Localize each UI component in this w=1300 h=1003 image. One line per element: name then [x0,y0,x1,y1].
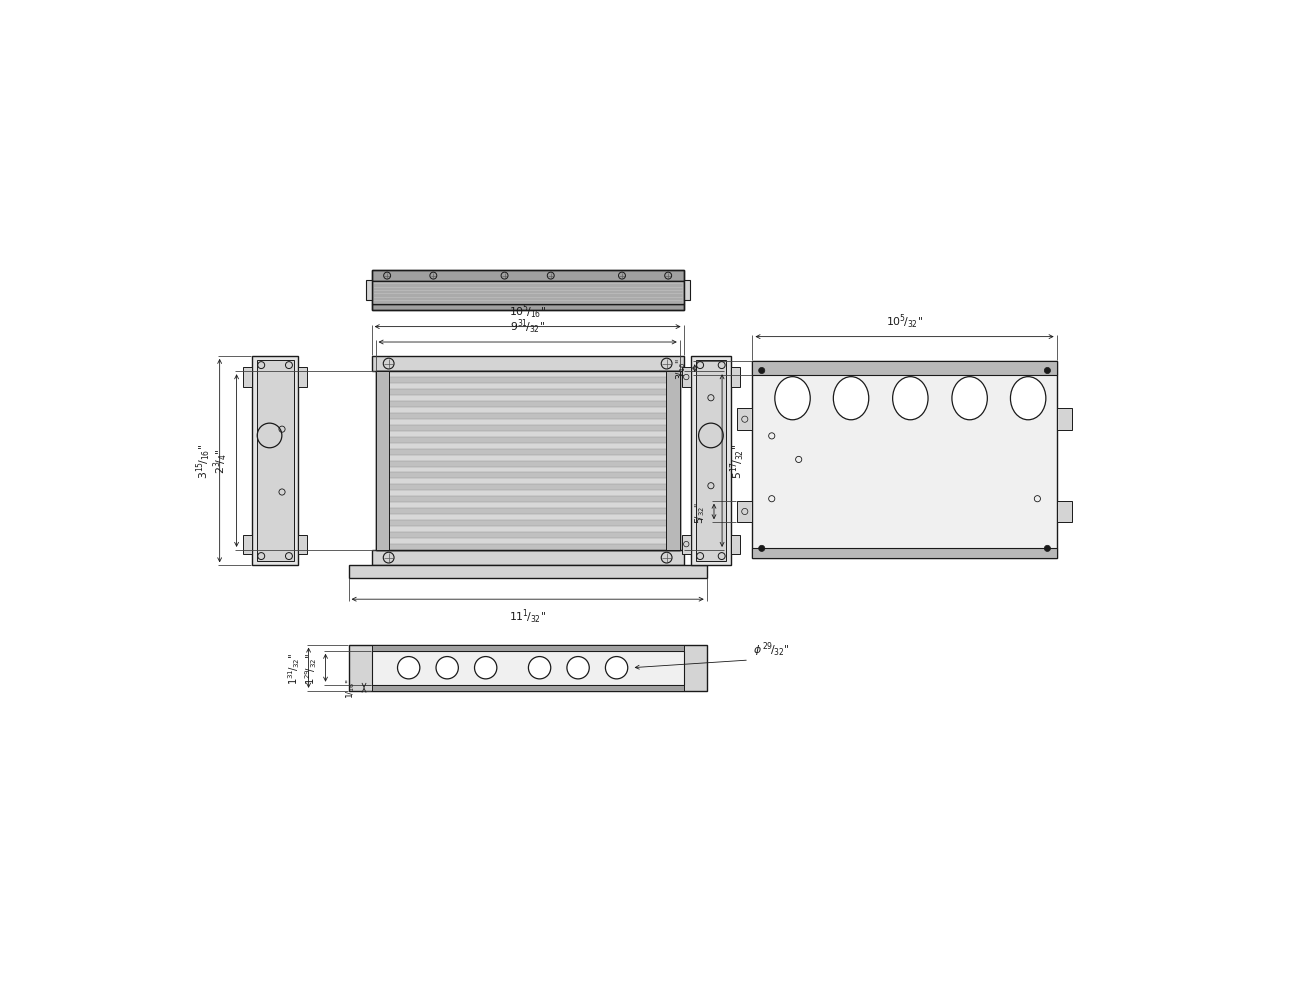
Bar [376,372,680,551]
Bar [376,490,680,496]
Bar [684,281,690,301]
Bar [1057,409,1072,430]
Bar [376,372,680,551]
Bar [376,527,680,533]
Bar [372,651,684,685]
Text: $1\!/_{16}$": $1\!/_{16}$" [344,678,358,698]
Bar [696,361,727,561]
Text: $10^5\!/_{32}$": $10^5\!/_{32}$" [887,312,923,330]
Bar [376,431,680,437]
Circle shape [567,657,589,679]
Bar [376,443,680,449]
Ellipse shape [952,377,987,420]
Bar [298,535,307,555]
Bar [690,356,731,566]
Bar [376,473,680,479]
Bar [372,282,684,304]
Bar [376,484,680,490]
Bar [753,549,1057,558]
Circle shape [1044,368,1050,374]
Bar [376,413,680,419]
Circle shape [759,368,764,374]
Bar [376,539,680,545]
Bar [376,384,680,390]
Bar [681,535,690,555]
Bar [376,496,680,503]
Bar [731,535,740,555]
Ellipse shape [1010,377,1046,420]
Bar [376,419,680,425]
Bar [376,425,680,431]
Bar [376,509,680,515]
Circle shape [398,657,420,679]
Bar [348,566,707,578]
Bar [376,372,680,378]
Text: $5^{17}\!/_{32}$": $5^{17}\!/_{32}$" [729,443,747,478]
Ellipse shape [833,377,868,420]
Text: $11^1\!/_{32}$": $11^1\!/_{32}$" [510,607,546,625]
Bar [376,407,680,413]
Bar [376,372,390,551]
Text: $3\!/_{16}$": $3\!/_{16}$" [673,358,688,380]
Bar [376,467,680,473]
Ellipse shape [775,377,810,420]
Circle shape [759,546,764,552]
Bar [753,362,1057,376]
Bar [243,535,252,555]
Bar [376,545,680,551]
Bar [376,461,680,467]
Circle shape [436,657,459,679]
Text: $10^5\!/_{16}$": $10^5\!/_{16}$" [510,302,546,320]
Text: $1^{31}\!/_{32}$": $1^{31}\!/_{32}$" [286,652,302,684]
Text: $9^{31}\!/_{32}$": $9^{31}\!/_{32}$" [510,317,545,336]
Text: $3^{15}\!/_{16}$": $3^{15}\!/_{16}$" [194,443,213,478]
Bar [252,356,298,566]
Bar [376,378,680,384]
Bar [372,271,684,311]
Bar [243,368,252,387]
Bar [681,368,690,387]
Bar [753,362,1057,558]
Circle shape [606,657,628,679]
Bar [365,281,372,301]
Bar [376,396,680,401]
Circle shape [474,657,497,679]
Bar [376,533,680,539]
Circle shape [1044,546,1050,552]
Bar [376,521,680,527]
Bar [298,368,307,387]
Bar [372,304,684,311]
Bar [376,503,680,509]
Bar [731,368,740,387]
Bar [348,645,707,691]
Bar [376,515,680,521]
Text: $\phi\,^{29}\!/_{32}$": $\phi\,^{29}\!/_{32}$" [753,640,789,658]
Bar [372,551,684,566]
Bar [372,356,684,372]
Bar [737,409,753,430]
Bar [376,449,680,455]
Text: $1^{29}\!/_{32}$": $1^{29}\!/_{32}$" [303,652,318,684]
Bar [1057,502,1072,523]
Bar [376,401,680,407]
Bar [376,390,680,396]
Bar [666,372,680,551]
Bar [376,455,680,461]
Ellipse shape [893,377,928,420]
Bar [737,502,753,523]
Bar [372,685,684,691]
Text: $2^3\!/_{4}$": $2^3\!/_{4}$" [212,448,230,473]
Bar [256,361,294,561]
Bar [376,437,680,443]
Bar [376,479,680,484]
Bar [372,645,684,651]
Bar [372,271,684,282]
Circle shape [528,657,551,679]
Text: $5\!/_{32}$": $5\!/_{32}$" [693,500,707,524]
